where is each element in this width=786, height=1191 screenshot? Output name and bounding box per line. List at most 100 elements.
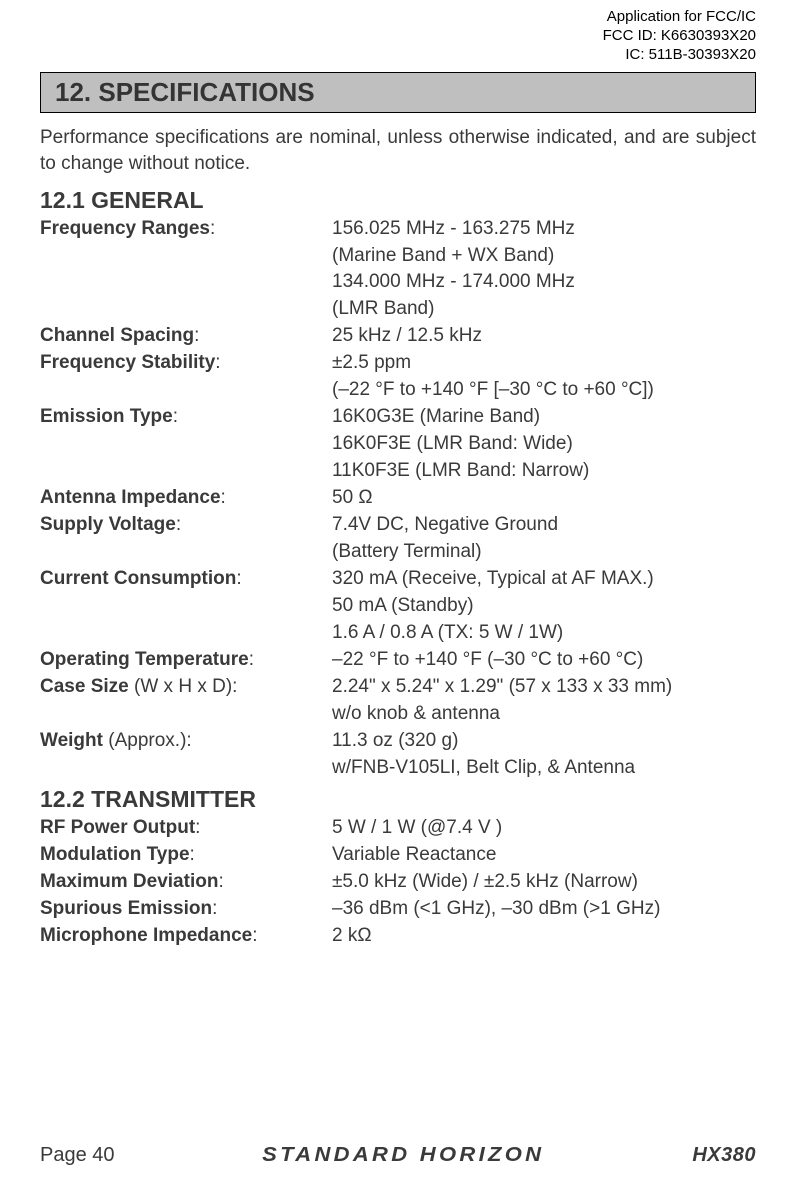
- spec-label-bold: Spurious Emission: [40, 898, 212, 919]
- header-application-info: Application for FCC/IC FCC ID: K6630393X…: [40, 8, 756, 64]
- brand-logo: STANDARD HORIZON: [262, 1144, 544, 1167]
- spec-values: 2.24" x 5.24" x 1.29" (57 x 133 x 33 mm)…: [332, 674, 756, 728]
- spec-value-line: 16K0F3E (LMR Band: Wide): [332, 431, 756, 458]
- spec-label: Maximum Deviation:: [40, 869, 332, 896]
- spec-label: Channel Spacing:: [40, 323, 332, 350]
- spec-values: 5 W / 1 W (@7.4 V ): [332, 815, 756, 842]
- spec-value-line: 50 Ω: [332, 485, 756, 512]
- spec-row: Supply Voltage: 7.4V DC, Negative Ground(…: [40, 512, 756, 566]
- spec-value-line: 5 W / 1 W (@7.4 V ): [332, 815, 756, 842]
- spec-label-bold: Current Consumption: [40, 568, 236, 589]
- app-info-line-2: FCC ID: K6630393X20: [40, 27, 756, 46]
- spec-label-rest: :: [236, 568, 241, 589]
- spec-label-rest: :: [249, 649, 254, 670]
- spec-value-line: (–22 °F to +140 °F [–30 °C to +60 °C]): [332, 377, 756, 404]
- page-footer: Page 40 STANDARD HORIZON HX380: [40, 1144, 756, 1167]
- section-header-specifications: 12. SPECIFICATIONS: [40, 72, 756, 113]
- spec-value-line: 16K0G3E (Marine Band): [332, 404, 756, 431]
- spec-value-line: 2.24" x 5.24" x 1.29" (57 x 133 x 33 mm): [332, 674, 756, 701]
- spec-value-line: ±2.5 ppm: [332, 350, 756, 377]
- spec-values: 320 mA (Receive, Typical at AF MAX.)50 m…: [332, 566, 756, 647]
- spec-value-line: w/o knob & antenna: [332, 701, 756, 728]
- spec-row: Antenna Impedance:50 Ω: [40, 485, 756, 512]
- spec-label-bold: Maximum Deviation: [40, 871, 218, 892]
- spec-label-rest: :: [173, 406, 178, 427]
- spec-values: ±2.5 ppm(–22 °F to +140 °F [–30 °C to +6…: [332, 350, 756, 404]
- spec-values: 7.4V DC, Negative Ground(Battery Termina…: [332, 512, 756, 566]
- spec-label-rest: (Approx.):: [103, 730, 192, 751]
- subheader-transmitter: 12.2 TRANSMITTER: [40, 786, 756, 813]
- spec-label-rest: :: [218, 871, 223, 892]
- spec-values: 25 kHz / 12.5 kHz: [332, 323, 756, 350]
- spec-label-bold: Case Size: [40, 676, 129, 697]
- spec-label-rest: :: [195, 817, 200, 838]
- spec-row: Case Size (W x H x D):2.24" x 5.24" x 1.…: [40, 674, 756, 728]
- spec-label: Operating Temperature:: [40, 647, 332, 674]
- spec-value-line: ±5.0 kHz (Wide) / ±2.5 kHz (Narrow): [332, 869, 756, 896]
- spec-row: Spurious Emission:–36 dBm (<1 GHz), –30 …: [40, 896, 756, 923]
- spec-values: –22 °F to +140 °F (–30 °C to +60 °C): [332, 647, 756, 674]
- spec-value-line: –22 °F to +140 °F (–30 °C to +60 °C): [332, 647, 756, 674]
- subheader-general: 12.1 GENERAL: [40, 187, 756, 214]
- spec-label-bold: Microphone Impedance: [40, 925, 252, 946]
- spec-values: 2 kΩ: [332, 923, 756, 950]
- spec-label: Modulation Type:: [40, 842, 332, 869]
- spec-label-bold: Supply Voltage: [40, 514, 176, 535]
- spec-value-line: (Marine Band + WX Band): [332, 243, 756, 270]
- spec-value-line: 134.000 MHz - 174.000 MHz: [332, 269, 756, 296]
- spec-values: 16K0G3E (Marine Band)16K0F3E (LMR Band: …: [332, 404, 756, 485]
- spec-row: Current Consumption:320 mA (Receive, Typ…: [40, 566, 756, 647]
- spec-value-line: 2 kΩ: [332, 923, 756, 950]
- spec-label: Microphone Impedance:: [40, 923, 332, 950]
- spec-label-bold: Weight: [40, 730, 103, 751]
- spec-value-line: 320 mA (Receive, Typical at AF MAX.): [332, 566, 756, 593]
- spec-label-rest: :: [194, 325, 199, 346]
- spec-values: –36 dBm (<1 GHz), –30 dBm (>1 GHz): [332, 896, 756, 923]
- spec-label: Antenna Impedance:: [40, 485, 332, 512]
- spec-label: Spurious Emission:: [40, 896, 332, 923]
- spec-value-line: 50 mA (Standby): [332, 593, 756, 620]
- spec-row: Frequency Stability:±2.5 ppm(–22 °F to +…: [40, 350, 756, 404]
- spec-value-line: w/FNB-V105LI, Belt Clip, & Antenna: [332, 755, 756, 782]
- spec-values: 11.3 oz (320 g)w/FNB-V105LI, Belt Clip, …: [332, 728, 756, 782]
- spec-label-rest: :: [212, 898, 217, 919]
- spec-row: Channel Spacing:25 kHz / 12.5 kHz: [40, 323, 756, 350]
- spec-label: Case Size (W x H x D):: [40, 674, 332, 728]
- spec-row: Modulation Type:Variable Reactance: [40, 842, 756, 869]
- spec-row: Microphone Impedance:2 kΩ: [40, 923, 756, 950]
- spec-value-line: 7.4V DC, Negative Ground: [332, 512, 756, 539]
- spec-value-line: 11.3 oz (320 g): [332, 728, 756, 755]
- spec-label-bold: Frequency Ranges: [40, 218, 210, 239]
- spec-label: Emission Type:: [40, 404, 332, 485]
- spec-label-rest: :: [210, 218, 215, 239]
- spec-values: ±5.0 kHz (Wide) / ±2.5 kHz (Narrow): [332, 869, 756, 896]
- spec-value-line: 25 kHz / 12.5 kHz: [332, 323, 756, 350]
- spec-label: Current Consumption:: [40, 566, 332, 647]
- spec-label-bold: Channel Spacing: [40, 325, 194, 346]
- spec-value-line: 1.6 A / 0.8 A (TX: 5 W / 1W): [332, 620, 756, 647]
- spec-label-bold: RF Power Output: [40, 817, 195, 838]
- spec-label-rest: (W x H x D):: [129, 676, 238, 697]
- spec-label: Weight (Approx.):: [40, 728, 332, 782]
- spec-row: Weight (Approx.):11.3 oz (320 g)w/FNB-V1…: [40, 728, 756, 782]
- transmitter-spec-list: RF Power Output: 5 W / 1 W (@7.4 V )Modul…: [40, 815, 756, 950]
- spec-label-rest: :: [176, 514, 181, 535]
- spec-label-bold: Operating Temperature: [40, 649, 249, 670]
- spec-label: Frequency Ranges:: [40, 216, 332, 324]
- spec-label-bold: Antenna Impedance: [40, 487, 221, 508]
- spec-value-line: (Battery Terminal): [332, 539, 756, 566]
- spec-label-rest: :: [190, 844, 195, 865]
- spec-label-rest: :: [221, 487, 226, 508]
- intro-paragraph: Performance specifications are nominal, …: [40, 125, 756, 176]
- spec-value-line: –36 dBm (<1 GHz), –30 dBm (>1 GHz): [332, 896, 756, 923]
- spec-value-line: 156.025 MHz - 163.275 MHz: [332, 216, 756, 243]
- spec-values: Variable Reactance: [332, 842, 756, 869]
- app-info-line-3: IC: 511B-30393X20: [40, 46, 756, 65]
- spec-label-bold: Frequency Stability: [40, 352, 215, 373]
- spec-label: Frequency Stability:: [40, 350, 332, 404]
- page-number: Page 40: [40, 1144, 115, 1167]
- spec-value-line: 11K0F3E (LMR Band: Narrow): [332, 458, 756, 485]
- spec-row: Emission Type:16K0G3E (Marine Band)16K0F…: [40, 404, 756, 485]
- general-spec-list: Frequency Ranges:156.025 MHz - 163.275 M…: [40, 216, 756, 782]
- spec-row: Frequency Ranges:156.025 MHz - 163.275 M…: [40, 216, 756, 324]
